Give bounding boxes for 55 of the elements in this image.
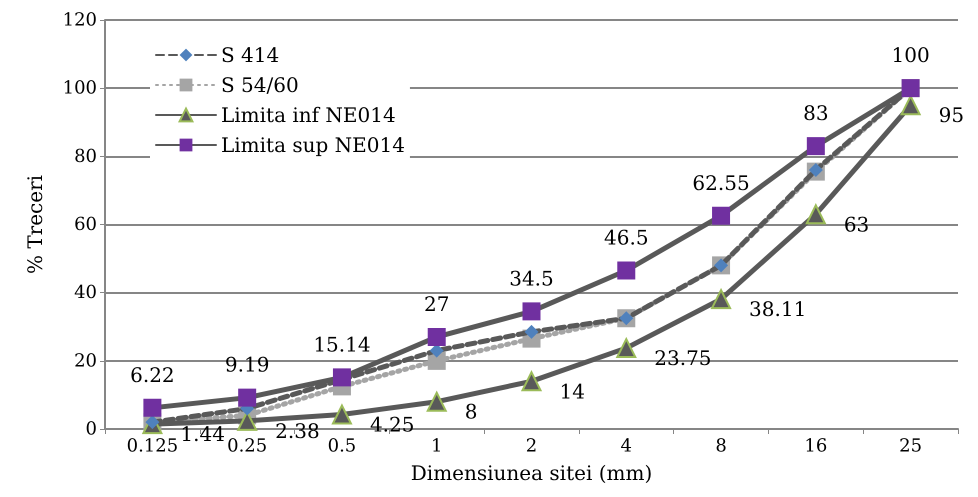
x-tick-label: 16 bbox=[804, 436, 828, 456]
data-label: 100 bbox=[892, 43, 930, 68]
data-label: 63 bbox=[844, 212, 870, 236]
x-tick-label: 1 bbox=[430, 436, 442, 456]
point bbox=[712, 206, 730, 225]
point bbox=[238, 388, 256, 407]
data-label: 1.44 bbox=[180, 422, 225, 446]
x-tick-label: 0.5 bbox=[328, 436, 356, 456]
data-label: 8 bbox=[464, 400, 478, 424]
y-tick-label: 120 bbox=[62, 10, 97, 30]
x-tick-label: 0.125 bbox=[126, 436, 178, 456]
legend-label: S 54/60 bbox=[221, 73, 299, 97]
point bbox=[428, 328, 446, 346]
data-label: 23.75 bbox=[654, 346, 712, 370]
data-label: 83 bbox=[803, 101, 829, 126]
y-tick-label: 80 bbox=[74, 146, 97, 167]
y-tick-label: 0 bbox=[86, 418, 97, 440]
point bbox=[522, 371, 542, 392]
point bbox=[616, 338, 636, 358]
data-label: 9.19 bbox=[224, 352, 270, 377]
x-tick-label: 25 bbox=[899, 436, 922, 456]
y-tick-label: 100 bbox=[62, 78, 97, 99]
legend-label: S 414 bbox=[221, 43, 280, 67]
y-axis-title: % Treceri bbox=[23, 174, 47, 274]
point bbox=[143, 398, 162, 417]
x-tick-label: 4 bbox=[620, 436, 632, 456]
point bbox=[617, 262, 636, 280]
y-tick-label: 40 bbox=[74, 282, 97, 304]
point bbox=[806, 204, 826, 224]
point bbox=[522, 302, 540, 320]
data-label: 15.14 bbox=[313, 332, 371, 356]
data-label: 38.11 bbox=[749, 297, 806, 322]
point bbox=[332, 404, 352, 425]
point bbox=[426, 392, 447, 412]
x-tick-label: 2 bbox=[526, 436, 538, 456]
data-label: 95 bbox=[938, 103, 964, 128]
x-axis-title: Dimensiunea sitei (mm) bbox=[410, 461, 652, 485]
data-label: 46.5 bbox=[604, 226, 649, 250]
point bbox=[332, 368, 351, 386]
legend-label: Limita inf NE014 bbox=[221, 103, 396, 127]
data-label: 2.38 bbox=[275, 418, 320, 443]
x-tick-label: 0.25 bbox=[227, 436, 268, 456]
y-tick-label: 20 bbox=[74, 350, 97, 372]
data-label: 6.22 bbox=[130, 362, 175, 387]
data-label: 14 bbox=[560, 379, 585, 404]
legend-label: Limita sup NE014 bbox=[221, 133, 405, 157]
data-label: 4.25 bbox=[370, 412, 414, 437]
point bbox=[900, 95, 921, 116]
data-label: 27 bbox=[424, 292, 450, 316]
y-tick-label: 60 bbox=[74, 214, 97, 235]
point bbox=[711, 289, 732, 310]
x-tick-label: 8 bbox=[715, 436, 727, 456]
data-label: 62.55 bbox=[692, 170, 750, 195]
point bbox=[806, 137, 825, 156]
data-label: 34.5 bbox=[509, 266, 554, 290]
